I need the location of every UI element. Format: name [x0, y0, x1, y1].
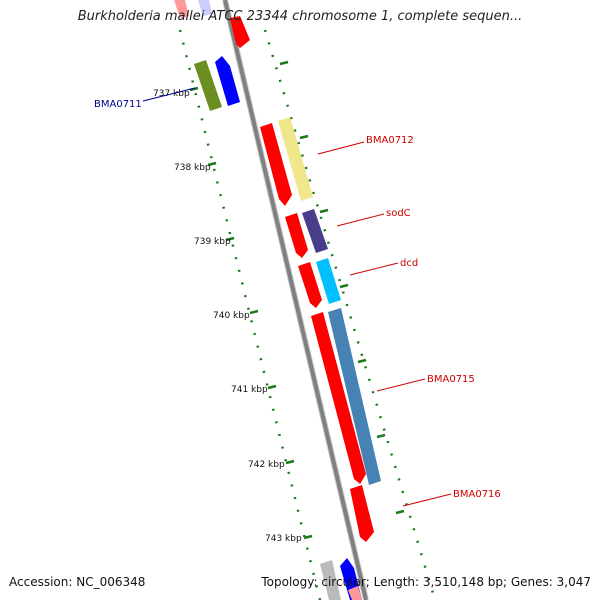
tick-marks	[189, 60, 405, 540]
tick-mark	[319, 208, 329, 214]
tick-label-741: 741 kbp	[231, 385, 268, 395]
cds-arrow[interactable]	[198, 0, 212, 16]
tick-mark	[395, 509, 405, 515]
leader-line	[376, 378, 426, 392]
gene-label-sodc[interactable]: sodC	[386, 208, 411, 219]
backbone-core	[223, 0, 368, 600]
cds-arrow[interactable]	[320, 560, 341, 600]
tick-mark	[225, 236, 235, 242]
label-leaders	[142, 87, 452, 507]
cds-arrow[interactable]	[215, 56, 240, 106]
tick-mark	[207, 161, 217, 167]
tick-mark	[299, 134, 309, 140]
tick-mark	[303, 534, 313, 540]
leader-line	[349, 262, 399, 276]
gene-label-bma0712[interactable]: BMA0712	[366, 135, 414, 146]
tick-mark	[279, 60, 289, 66]
cds-arrow[interactable]	[298, 262, 322, 308]
tick-mark	[189, 86, 199, 92]
tick-label-742: 742 kbp	[248, 460, 285, 470]
tick-mark	[285, 459, 295, 465]
tick-mark	[249, 309, 259, 315]
cds-arrow[interactable]	[302, 209, 328, 253]
cds-arrow[interactable]	[316, 258, 341, 304]
cds-arrow[interactable]	[328, 308, 381, 485]
gene-label-bma0716[interactable]: BMA0716	[453, 489, 501, 500]
tick-mark	[376, 433, 386, 439]
tick-label-743: 743 kbp	[265, 534, 302, 544]
cds-arrow[interactable]	[348, 586, 362, 600]
leader-line	[336, 213, 385, 227]
tick-mark	[357, 358, 367, 364]
leader-line	[317, 141, 365, 155]
accession-label: Accession: NC_006348	[9, 575, 146, 589]
cds-arrow[interactable]	[311, 312, 366, 484]
cds-arrow[interactable]	[230, 16, 250, 48]
gene-label-dcd[interactable]: dcd	[400, 258, 418, 269]
tick-mark	[339, 283, 349, 289]
genome-summary: Topology: circular; Length: 3,510,148 bp…	[261, 575, 591, 589]
map-title: Burkholderia mallei ATCC 23344 chromosom…	[77, 9, 523, 24]
feature-track	[174, 0, 381, 600]
tick-label-740: 740 kbp	[213, 311, 250, 321]
tick-label-738: 738 kbp	[174, 163, 211, 173]
outer-tick-ring	[263, 29, 437, 600]
cds-arrow[interactable]	[174, 0, 189, 18]
cds-arrow[interactable]	[194, 60, 222, 111]
cds-arrow[interactable]	[350, 485, 374, 542]
leader-line	[402, 493, 452, 507]
tick-mark	[267, 384, 277, 390]
gene-label-bma0711[interactable]: BMA0711	[94, 99, 142, 110]
gene-label-bma0715[interactable]: BMA0715	[427, 374, 475, 385]
cds-arrow[interactable]	[278, 117, 313, 201]
leader-line	[142, 87, 196, 102]
tick-label-739: 739 kbp	[194, 237, 231, 247]
cds-arrow[interactable]	[260, 123, 292, 206]
cds-arrow[interactable]	[285, 213, 308, 258]
